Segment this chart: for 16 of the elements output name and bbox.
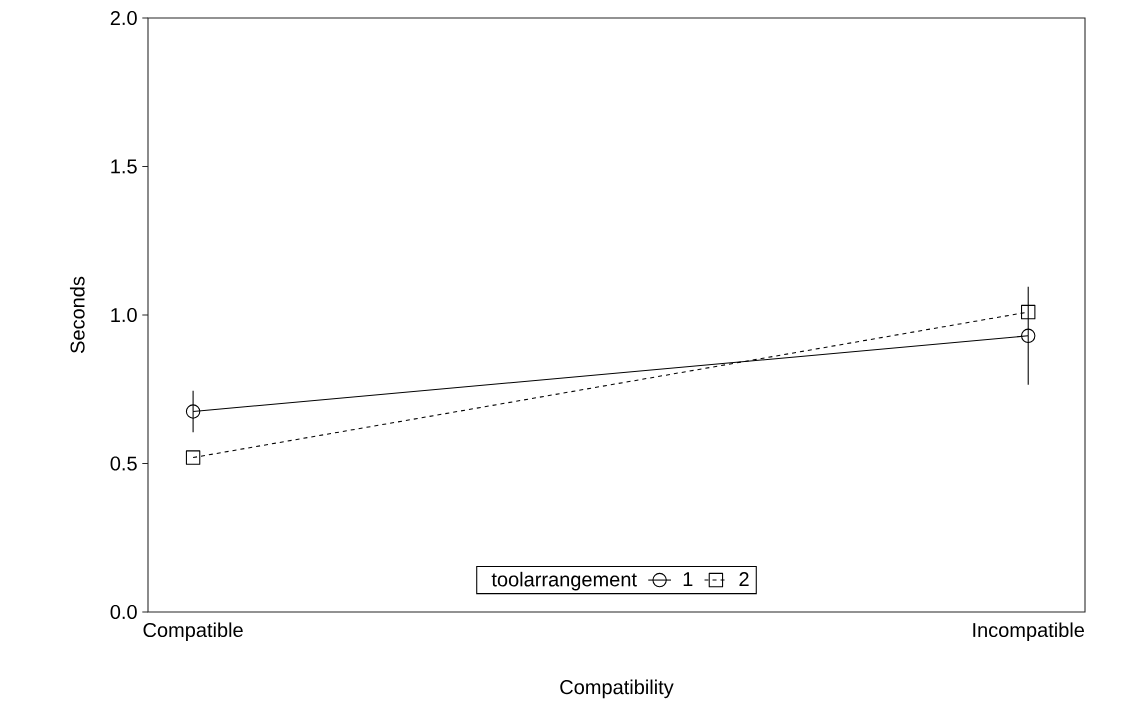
y-tick-label: 0.5 bbox=[110, 456, 137, 471]
point bbox=[185, 404, 201, 419]
x-tick-label: Incompatible bbox=[973, 622, 1084, 642]
y-tick-label: 1.5 bbox=[111, 159, 137, 174]
y-tick-label: 2.0 bbox=[110, 10, 137, 26]
x-tick-label: Compatible bbox=[143, 622, 243, 642]
legend-title: toolarrangement bbox=[491, 571, 637, 591]
point bbox=[1021, 328, 1036, 343]
point bbox=[185, 450, 201, 465]
y-tick-label: 1.0 bbox=[111, 307, 137, 323]
y-axis-title: Seconds bbox=[69, 276, 85, 354]
y-tick-label: 0.0 bbox=[110, 604, 137, 620]
point bbox=[1021, 304, 1036, 320]
legend-label: 1 bbox=[683, 572, 693, 586]
legend-label: 2 bbox=[739, 572, 749, 587]
x-axis-title: Compatibility bbox=[560, 679, 674, 699]
